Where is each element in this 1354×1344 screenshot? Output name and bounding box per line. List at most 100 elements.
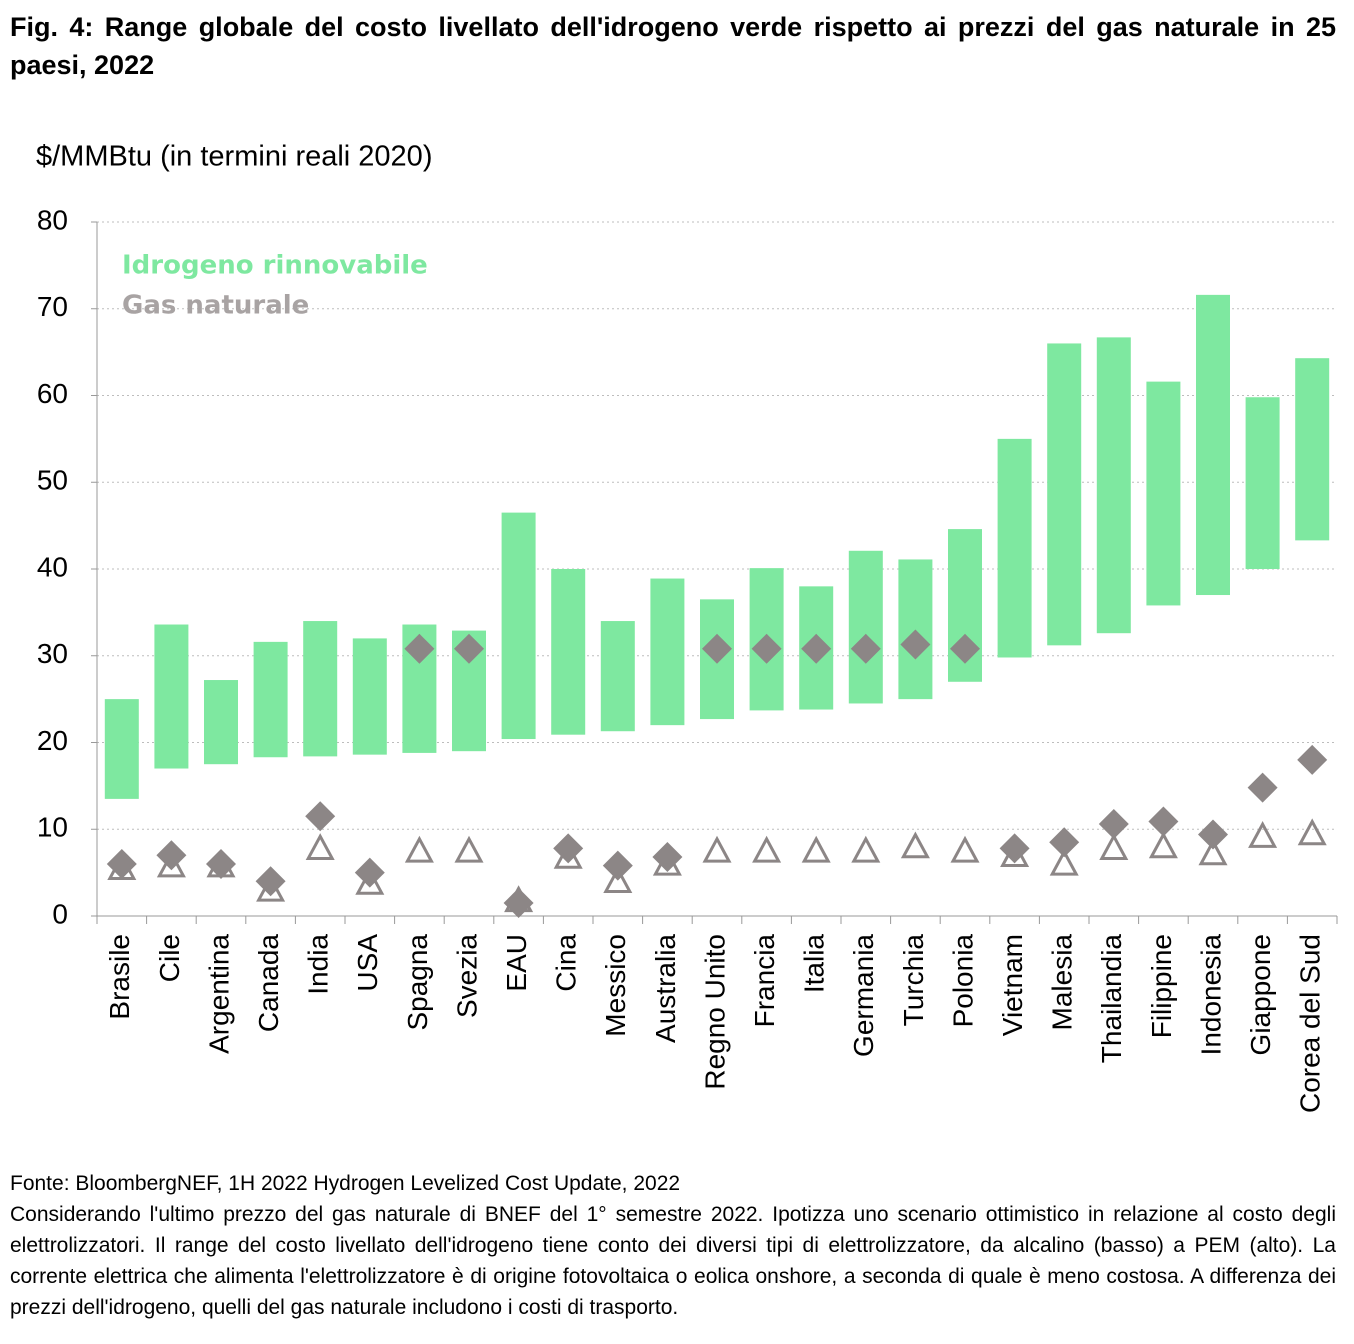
triangle-marker [702, 835, 732, 863]
y-tick-label: 80 [37, 204, 68, 235]
triangle-marker [454, 835, 484, 863]
x-tick-label: Australia [650, 934, 681, 1043]
legend-label: Idrogeno rinnovabile [122, 251, 428, 281]
diamond-marker [702, 633, 732, 664]
diamond-marker [900, 629, 931, 660]
range-bar [650, 578, 685, 726]
diamond-marker [1098, 809, 1129, 840]
triangle-marker [1099, 833, 1129, 861]
y-tick-label: 30 [37, 638, 68, 669]
triangle-marker [404, 835, 434, 863]
diamond-marker [999, 833, 1030, 864]
chart-title: Fig. 4: Range globale del costo livellat… [10, 12, 1336, 80]
x-tick-label: Spagna [402, 934, 433, 1031]
triangle-marker [355, 867, 385, 895]
triangle-marker [603, 866, 633, 893]
x-tick-label: Messico [600, 934, 631, 1037]
y-axis-label: $/MMBtu (in termini reali 2020) [36, 141, 432, 173]
x-tick-label: Indonesia [1195, 934, 1226, 1056]
range-bar [848, 550, 883, 704]
legend-label: Gas naturale [122, 291, 309, 321]
triangle-marker [752, 835, 782, 863]
triangle-marker [305, 833, 335, 861]
diamond-marker [751, 633, 782, 664]
diamond-marker [950, 633, 980, 664]
y-tick-label: 70 [37, 291, 68, 322]
triangle-marker [1297, 818, 1327, 846]
range-bar [1245, 397, 1280, 569]
diamond-marker [1247, 772, 1278, 803]
diamond-marker [156, 840, 187, 871]
triangle-marker [851, 835, 881, 863]
diamond-marker [553, 833, 584, 864]
source: Fonte: BloombergNEF, 1H 2022 Hydrogen Le… [10, 1172, 681, 1195]
y-tick-label: 20 [37, 725, 68, 756]
range-bar [253, 641, 288, 758]
x-tick-label: Argentina [203, 934, 234, 1054]
x-tick-label: Canada [253, 934, 284, 1033]
diamond-marker [1148, 806, 1179, 837]
range-bar [303, 621, 338, 757]
x-tick-label: Cile [154, 934, 185, 982]
diamond-marker [1049, 827, 1080, 858]
diamond-marker [801, 633, 832, 664]
x-tick-label: Cina [551, 934, 582, 992]
range-bar [551, 569, 586, 735]
triangle-marker [1248, 821, 1278, 848]
x-tick-label: Thailandia [1096, 934, 1127, 1064]
x-tick-label: Polonia [947, 934, 978, 1028]
diamond-marker [602, 850, 633, 881]
x-tick-label: Malesia [1047, 934, 1078, 1031]
y-tick-label: 40 [37, 551, 68, 582]
x-tick-label: EAU [501, 934, 532, 992]
range-bar [1047, 343, 1082, 646]
diamond-marker [206, 848, 236, 879]
triangle-marker [1148, 831, 1178, 859]
range-bar [997, 438, 1032, 658]
diamond-marker [354, 857, 385, 888]
x-tick-label: Corea del Sud [1295, 934, 1326, 1113]
triangle-marker [801, 835, 831, 863]
triangle-marker [156, 850, 186, 878]
x-tick-label: India [303, 934, 334, 995]
diamond-marker [404, 633, 435, 664]
range-bar [352, 638, 387, 755]
triangle-marker [900, 831, 930, 859]
diamond-marker [652, 842, 683, 873]
range-bar [154, 624, 189, 769]
x-tick-label: Svezia [451, 934, 482, 1018]
y-tick-label: 10 [37, 812, 68, 843]
x-tick-label: Turchia [898, 934, 929, 1027]
triangle-marker [1198, 838, 1228, 866]
range-bar [898, 559, 933, 700]
range-bar [104, 699, 139, 799]
triangle-marker [1049, 848, 1079, 876]
x-tick-label: Francia [749, 934, 780, 1028]
diamond-marker [454, 633, 484, 664]
range-bar [1096, 337, 1131, 634]
triangle-marker [950, 835, 980, 863]
diamond-marker [1198, 819, 1228, 850]
range-bar [1146, 381, 1181, 606]
x-tick-label: Regno Unito [699, 934, 730, 1090]
x-tick-label: Brasile [104, 934, 135, 1020]
range-bar [501, 512, 536, 740]
y-tick-label: 0 [52, 898, 68, 929]
diamond-marker [106, 848, 137, 879]
diamond-marker [255, 866, 286, 897]
diamond-marker [1297, 744, 1328, 775]
x-tick-label: USA [352, 934, 383, 992]
diamond-marker [305, 801, 336, 832]
chart: $/MMBtu (in termini reali 2020) 0 10 20 30 4… [36, 141, 1338, 1113]
range-bar [1295, 358, 1330, 541]
y-tick-label: 50 [37, 465, 68, 496]
x-tick-label: Germania [848, 934, 879, 1057]
diamond-marker [503, 887, 534, 918]
range-bar [600, 621, 635, 732]
range-bar [1196, 294, 1230, 596]
y-tick-label: 60 [37, 378, 68, 409]
x-tick-label: Italia [799, 934, 830, 994]
range-bar [204, 680, 238, 765]
note: Considerando l'ultimo prezzo del gas nat… [10, 1203, 1336, 1319]
